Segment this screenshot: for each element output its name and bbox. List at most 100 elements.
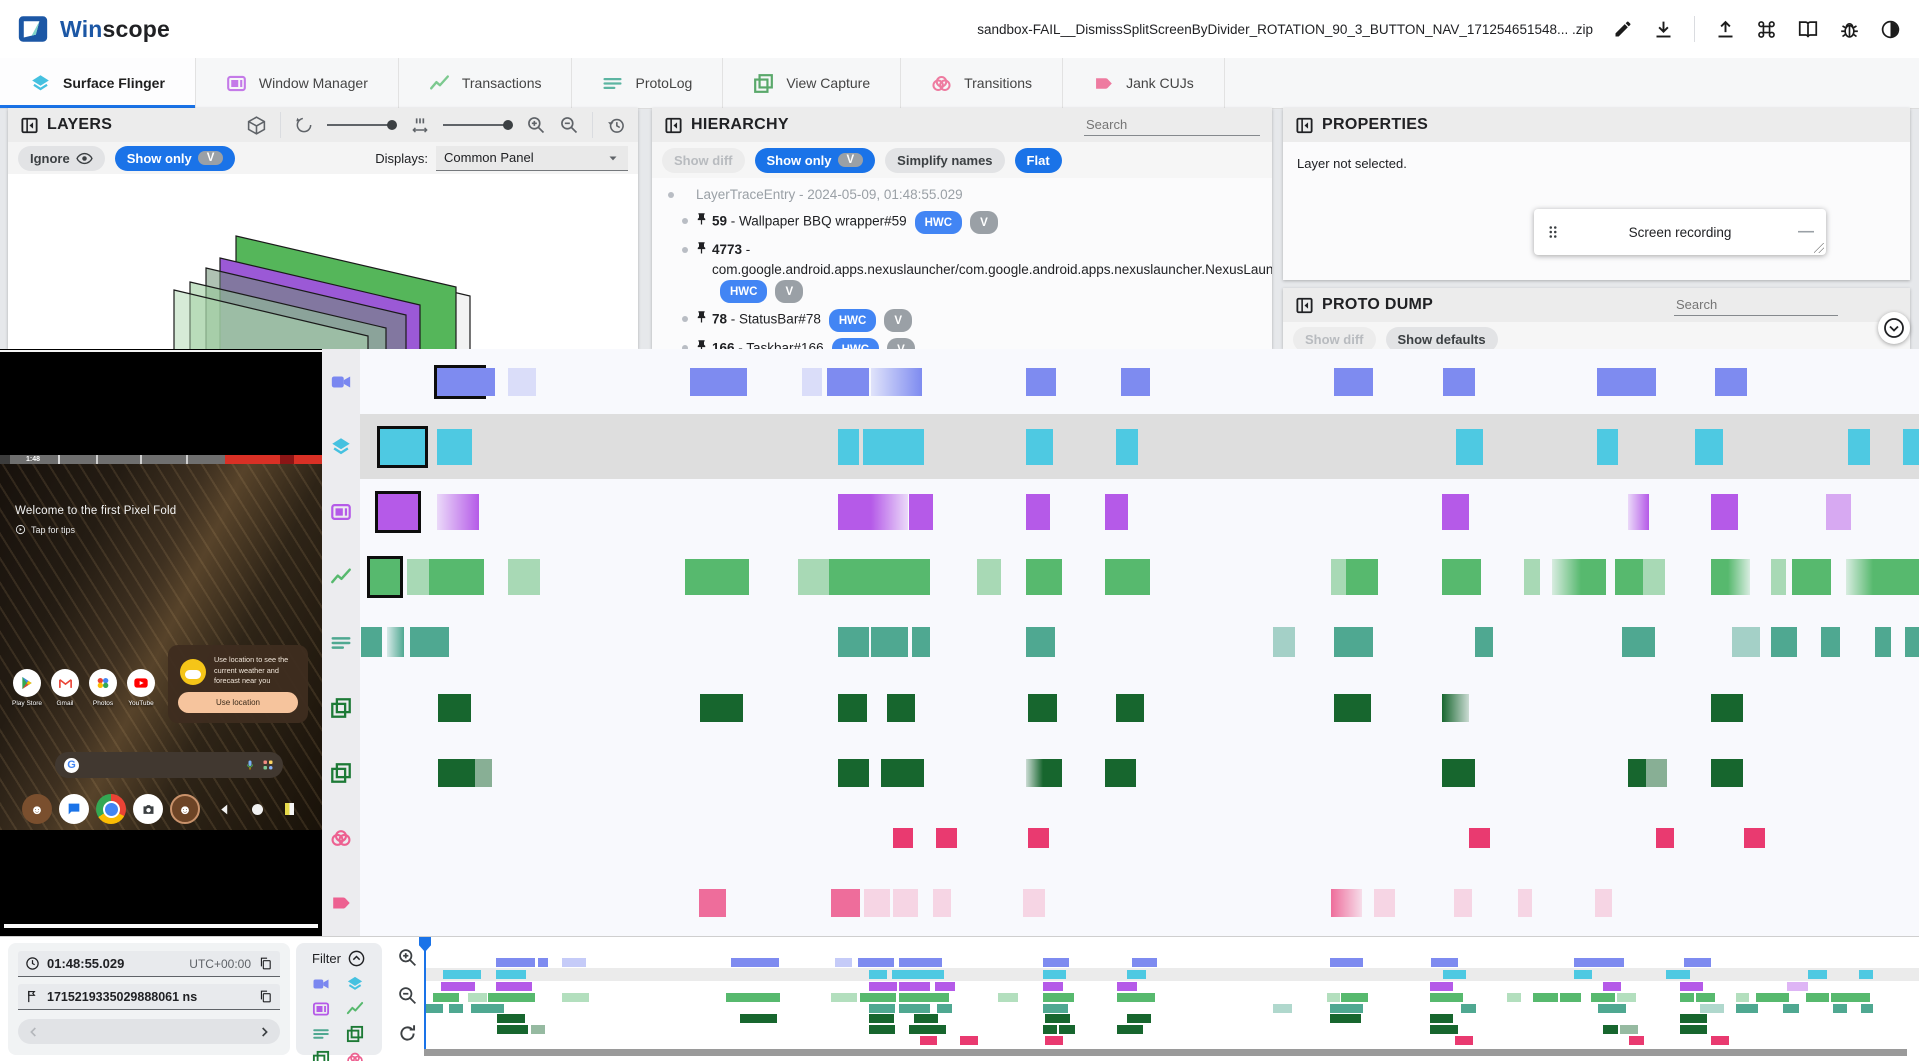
trace-entry-block[interactable] [1821,627,1840,658]
trace-entry-block[interactable] [1771,627,1797,658]
trace-entry-block[interactable] [912,627,930,658]
collapse-filter-icon[interactable] [347,949,366,968]
trace-entry-block[interactable] [936,828,957,849]
trace-entry-block[interactable] [1848,428,1870,465]
trace-entry-block[interactable] [1595,889,1612,918]
trace-entry-block[interactable] [871,559,930,596]
expand-timeline-button[interactable] [1878,312,1910,344]
filter-layers-icon[interactable] [346,975,366,993]
trace-entry-block[interactable] [1552,559,1581,596]
filter-squares-icon[interactable] [312,1050,332,1061]
dark-mode-icon[interactable] [1880,19,1901,40]
trace-entry-block[interactable] [1622,627,1655,658]
trace-entry-block[interactable] [1105,758,1136,787]
trace-entry-block[interactable] [483,367,495,396]
trace-entry-block[interactable] [1905,627,1919,658]
pin-icon[interactable] [694,241,709,256]
tab-jank-cujs[interactable]: Jank CUJs [1063,58,1225,108]
cursor-marker[interactable] [419,937,431,952]
trace-entry-block[interactable] [798,559,829,596]
trace-entry-block[interactable] [1643,559,1665,596]
trace-entry-block[interactable] [387,627,404,658]
filter-videocam-icon[interactable] [312,975,332,993]
proto-show-diff-button[interactable]: Show diff [1293,326,1376,349]
trace-entry-block[interactable] [508,559,540,596]
panel-toggle-icon[interactable] [1295,296,1314,315]
rotation-icon[interactable] [294,115,314,135]
trace-entry-block[interactable] [1026,758,1043,787]
spacing-slider[interactable] [443,120,513,130]
trace-entry-block[interactable] [1442,758,1475,787]
filter-zigzag-icon[interactable] [346,1000,366,1018]
trace-entry-block[interactable] [1331,559,1346,596]
tree-item[interactable]: LayerTraceEntry - 2024-05-09, 01:48:55.0… [660,182,1264,208]
trace-entry-block[interactable] [700,693,743,722]
3d-view-icon[interactable] [246,115,267,136]
trace-entry-block[interactable] [1043,758,1062,787]
copy-time-icon[interactable] [258,956,273,971]
trace-entry-block[interactable] [893,889,918,918]
zoom-in-icon[interactable] [526,115,546,135]
trace-entry-block[interactable] [893,828,913,849]
zoom-out-icon[interactable] [559,115,579,135]
trace-entry-block[interactable] [838,758,869,787]
panel-toggle-icon[interactable] [20,116,39,135]
trace-entry-block[interactable] [871,627,908,658]
trace-entry-block[interactable] [410,627,449,658]
proto-search-input[interactable] [1674,294,1838,316]
trace-entry-block[interactable] [1656,828,1674,849]
trace-entry-block[interactable] [1744,828,1765,849]
bug-report-icon[interactable] [1839,19,1860,40]
trace-entry-block[interactable] [1105,559,1150,596]
hierarchy-show-only-button[interactable]: Show only V [754,147,876,173]
trace-entry-block[interactable] [863,428,924,465]
trace-entry-block[interactable] [838,428,859,465]
trace-entry-block[interactable] [1581,559,1606,596]
trace-entry-block[interactable] [977,559,1001,596]
trace-entry-block[interactable] [438,693,471,722]
filter-window-icon[interactable] [312,1000,332,1018]
minimize-icon[interactable]: — [1798,223,1814,240]
trace-entry-block[interactable] [508,367,536,396]
trace-entry-block[interactable] [1456,428,1483,465]
trace-entry-block[interactable] [1628,758,1646,787]
pin-icon[interactable] [694,212,709,227]
tab-transitions[interactable]: Transitions [901,58,1064,108]
trace-entry-block[interactable] [1116,428,1138,465]
layers-show-only-button[interactable]: Show only V [114,145,236,171]
show-defaults-button[interactable]: Show defaults [1385,326,1498,349]
tree-item[interactable]: 59 - Wallpaper BBQ wrapper#59 HWC V [660,208,1264,237]
trace-entry-block[interactable] [1116,693,1144,722]
trace-entry-block[interactable] [475,758,492,787]
trace-entry-block[interactable] [1728,559,1750,596]
hierarchy-show-diff-button[interactable]: Show diff [662,147,745,173]
trace-entry-block[interactable] [838,494,871,531]
displays-dropdown[interactable]: Common Panel [436,145,628,171]
trace-entry-block[interactable] [437,367,483,396]
download-trace-icon[interactable] [1653,19,1674,40]
layers-3d-view[interactable] [8,174,638,349]
utc-offset[interactable]: UTC+00:00 [189,956,251,971]
trace-entry-block[interactable] [1469,828,1490,849]
trace-entry-block[interactable] [827,367,869,396]
trace-entry-block[interactable] [831,889,860,918]
trace-entry-block[interactable] [933,889,951,918]
ignore-button[interactable]: Ignore [18,145,105,171]
timeline-zoom-in-icon[interactable] [397,947,418,968]
screen-recording-overlay[interactable]: Screen recording — [1534,209,1826,255]
trace-entry-block[interactable] [864,889,890,918]
tab-window-manager[interactable]: Window Manager [196,58,399,108]
trace-entry-block[interactable] [1028,828,1049,849]
trace-entry-block[interactable] [1334,693,1371,722]
trace-entry-block[interactable] [1121,367,1150,396]
timeline-cursor[interactable] [419,937,431,1055]
documentation-icon[interactable] [1797,18,1819,40]
trace-entry-block[interactable] [1732,627,1760,658]
trace-entry-block[interactable] [1792,559,1831,596]
trace-entry-block[interactable] [370,559,400,596]
pin-icon[interactable] [694,310,709,325]
trace-entry-block[interactable] [1026,494,1050,531]
timeline-scrollbar[interactable] [424,1049,1907,1056]
drag-handle-icon[interactable] [1544,222,1562,242]
hierarchy-search-input[interactable] [1084,114,1260,136]
